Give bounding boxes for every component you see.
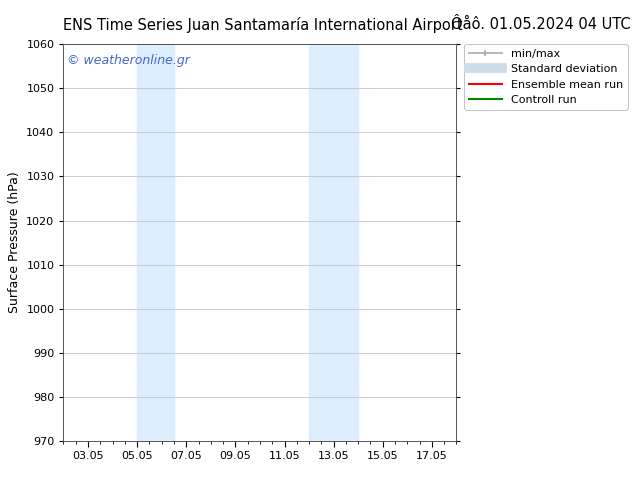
- Y-axis label: Surface Pressure (hPa): Surface Pressure (hPa): [8, 172, 21, 314]
- Legend: min/max, Standard deviation, Ensemble mean run, Controll run: min/max, Standard deviation, Ensemble me…: [464, 44, 628, 110]
- Bar: [309, 44, 358, 441]
- Text: © weatheronline.gr: © weatheronline.gr: [67, 54, 190, 67]
- Text: Ôåô. 01.05.2024 04 UTC: Ôåô. 01.05.2024 04 UTC: [451, 17, 631, 32]
- Bar: [137, 44, 174, 441]
- Text: ENS Time Series Juan Santamaría International Airport: ENS Time Series Juan Santamaría Internat…: [63, 17, 463, 33]
